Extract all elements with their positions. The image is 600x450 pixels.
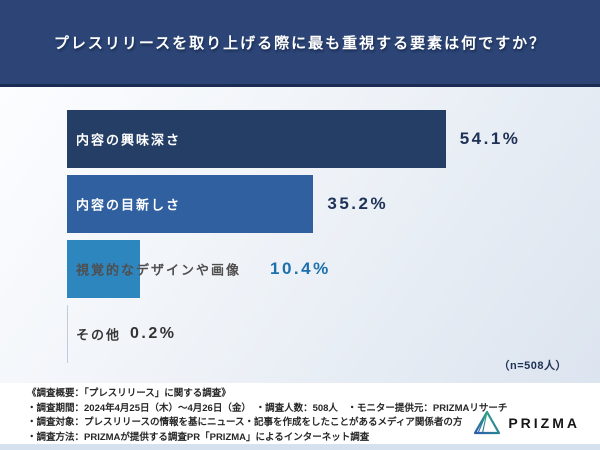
survey-detail-lines: 《調査概要：「プレスリリース」に関する調査》・調査期間：2024年4月25日（木… [0, 383, 600, 445]
bar-value-label: 54.1% [459, 129, 521, 148]
bar-value-label: 0.2% [130, 325, 177, 342]
bar-category-label: 視覚的なデザインや画像 [76, 262, 242, 278]
bar-row: 内容の興味深さ 54.1% [67, 110, 600, 168]
survey-detail-line: ・調査方法：PRIZMAが提供する調査PR「PRIZMA」によるインターネット調… [27, 431, 370, 443]
prism-triangle-icon [474, 410, 501, 435]
bar-value-label: 10.4% [270, 259, 331, 278]
bar-row: その他 0.2% [67, 305, 600, 363]
survey-detail-line: 《調査概要：「プレスリリース」に関する調査》 [27, 388, 231, 399]
bar-category-label: 内容の目新しさ [76, 197, 182, 213]
bar [67, 110, 446, 168]
sample-size-label: （n=508人） [498, 360, 567, 372]
bar-chart: 内容の興味深さ 54.1% 内容の目新しさ 35.2% 視覚的なデザインや画像 10.4%… [67, 110, 600, 370]
prizma-logo-text: PRIZMA [508, 414, 580, 431]
chart-area: 内容の興味深さ 54.1% 内容の目新しさ 35.2% 視覚的なデザインや画像 10.4%… [0, 87, 600, 383]
bar [67, 175, 314, 233]
bar-row: 内容の目新しさ 35.2% [67, 175, 600, 233]
bar [67, 240, 140, 298]
bar [67, 305, 69, 363]
bar-category-label: 内容の興味深さ [76, 132, 182, 148]
survey-detail-line: ・調査対象：プレスリリースの情報を基にニュース・記事を作成をしたことがあるメディ… [27, 417, 463, 428]
chart-title: プレスリリースを取り上げる際に最も重視する要素は何ですか？ [53, 34, 547, 52]
bottom-strip [0, 444, 600, 450]
bar-category-label: その他 [76, 327, 122, 343]
survey-details: 《調査概要：「プレスリリース」に関する調査》・調査期間：2024年4月25日（木… [0, 383, 600, 444]
prizma-logo: PRIZMA [473, 410, 580, 435]
bar-value-label: 35.2% [327, 194, 389, 213]
survey-detail-line: ・調査期間：2024年4月25日（木）〜4月26日（金） ・調査人数：508人 … [27, 402, 508, 414]
bar-row: 視覚的なデザインや画像 10.4% [67, 240, 600, 298]
chart-header: プレスリリースを取り上げる際に最も重視する要素は何ですか？ [0, 0, 600, 87]
